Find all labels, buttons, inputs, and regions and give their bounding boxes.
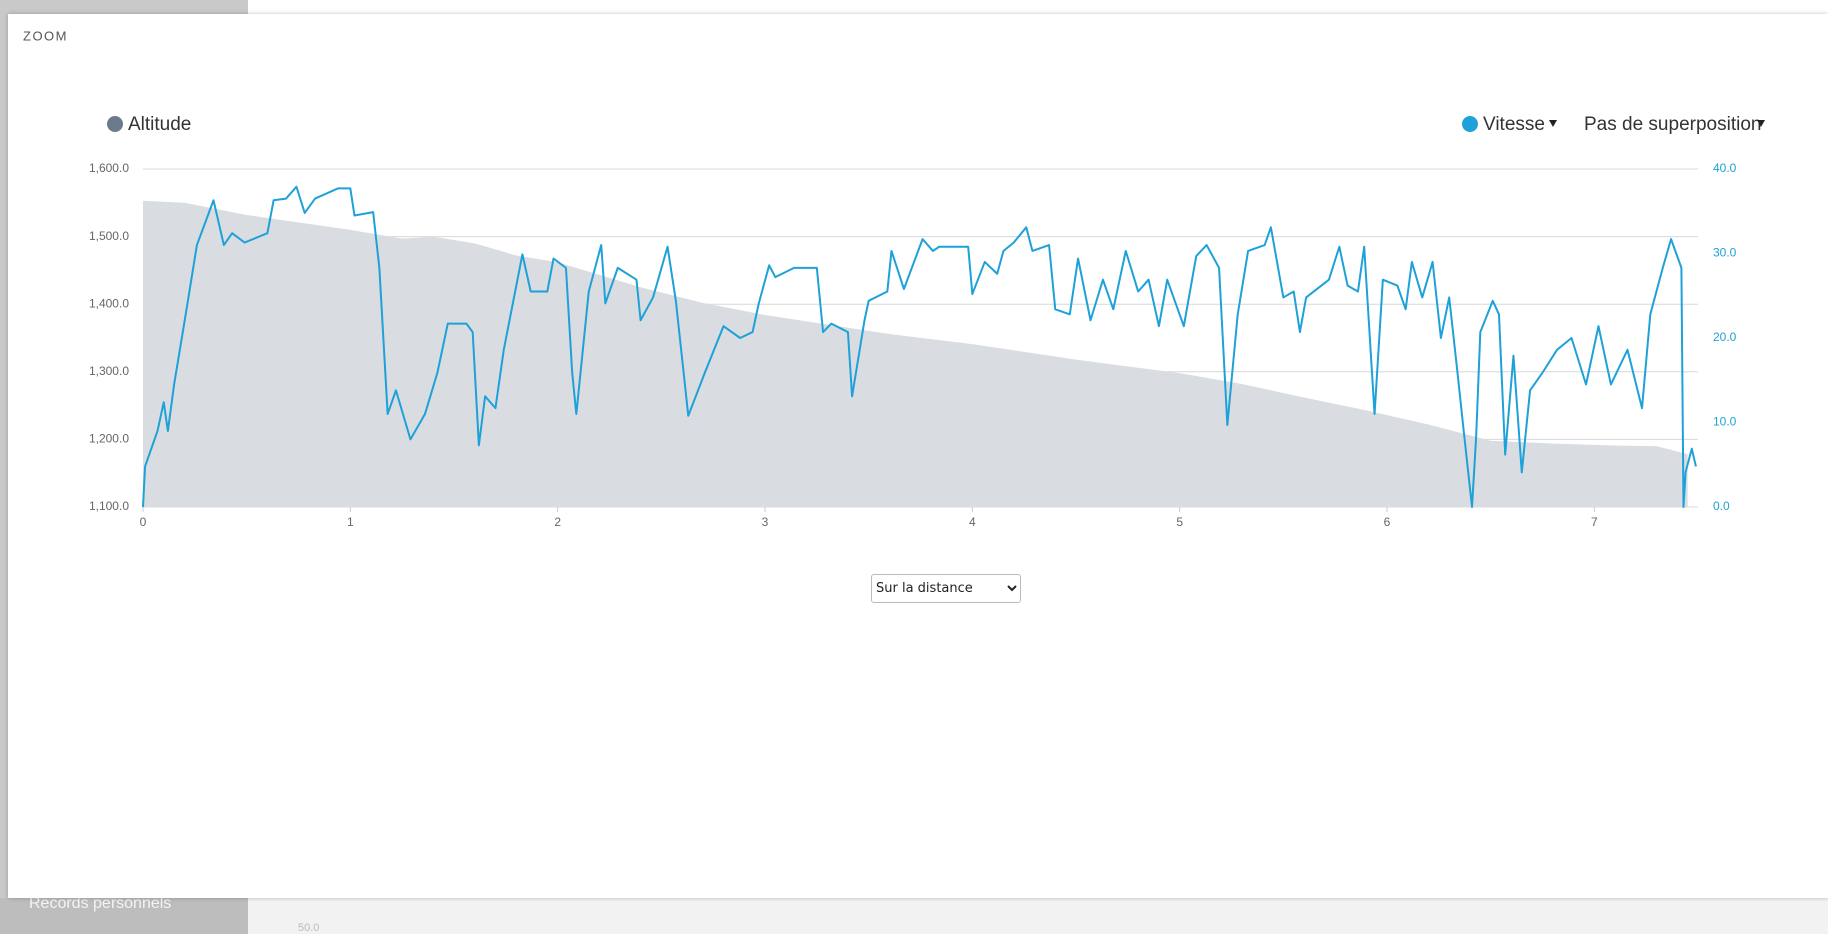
x-tick-label: 2 [554,515,561,529]
y2-tick-label: 10.0 [1713,415,1737,429]
y2-tick-label: 40.0 [1713,161,1737,175]
x-tick-label: 0 [140,515,147,529]
y-tick-label: 1,500.0 [89,229,129,243]
overlay-menu[interactable]: Pas de superposition [1584,114,1761,135]
legend-label[interactable]: Altitude [128,114,191,135]
x-tick-label: 5 [1176,515,1183,529]
x-tick-label: 3 [762,515,769,529]
page-background [0,898,1828,934]
dropdown-caret [1549,120,1557,127]
x-tick-label: 4 [969,515,976,529]
legend-dot [107,116,123,132]
x-tick-label: 7 [1591,515,1598,529]
sidebar-item[interactable]: Records personnels [29,895,172,912]
y2-tick-label: 30.0 [1713,246,1737,260]
altitude-area [143,200,1688,507]
zoom-modal: ZOOM 1,100.0 1,200.0 1,300.0 1,400.0 1,500.0… [8,14,1828,898]
legend-label[interactable]: Vitesse [1483,114,1545,135]
y2-tick-label: 0.0 [1713,499,1730,513]
legend-dot [1462,116,1478,132]
modal-title: ZOOM [23,28,68,43]
x-tick-label: 1 [347,515,354,529]
y-tick-label: 1,400.0 [89,296,129,310]
dropdown-caret [1757,120,1765,127]
sidebar-background [0,898,248,934]
chart: ZOOM 1,100.0 1,200.0 1,300.0 1,400.0 1,500.0… [23,28,1765,529]
x-tick-label: 6 [1384,515,1391,529]
y2-tick-label: 20.0 [1713,330,1737,344]
x-mode-select[interactable]: Sur la distance [871,574,1021,603]
y-tick-label: 1,200.0 [89,432,129,446]
y-tick-label: 1,300.0 [89,364,129,378]
y-tick-label: 1,100.0 [89,499,129,513]
speed-line [142,185,1697,508]
background-tick: 50.0 [298,922,320,934]
y-tick-label: 1,600.0 [89,161,129,175]
